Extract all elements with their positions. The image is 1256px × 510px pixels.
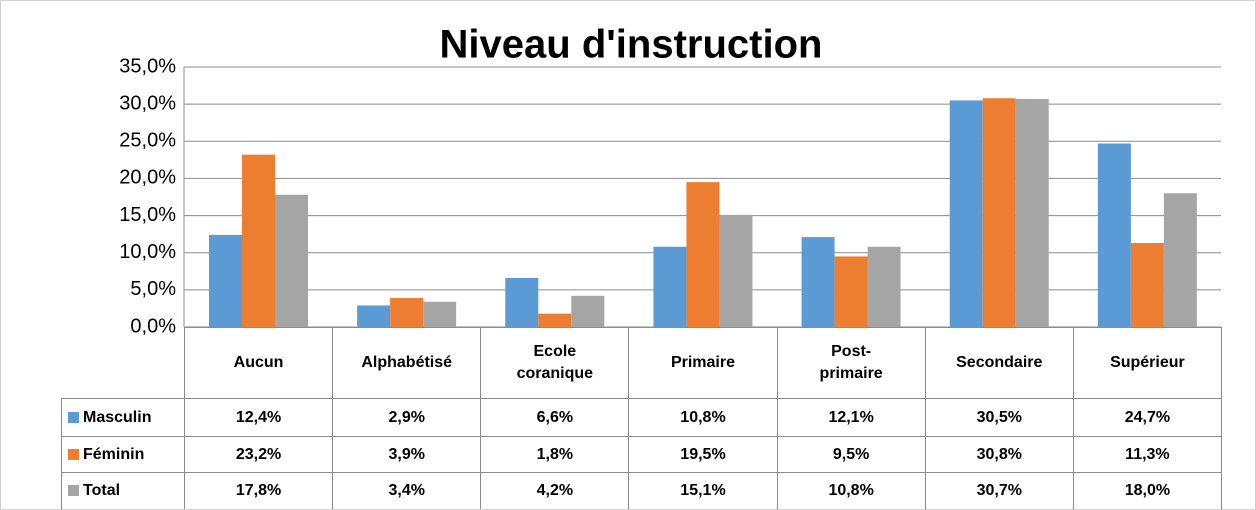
value-cell: 15,1% [628, 472, 778, 509]
legend-entry: Féminin [61, 436, 185, 473]
bar [949, 100, 983, 327]
x-tick-label: Post-primaire [819, 343, 883, 382]
legend-label: Masculin [83, 408, 152, 426]
bar [1130, 243, 1164, 327]
value-cell: 30,7% [924, 472, 1074, 509]
bar [834, 256, 868, 327]
table-header-row: Aucun Alphabétisé Ecole coranique Primaire P… [61, 327, 1222, 399]
x-tick-label: Ecole coranique [516, 343, 594, 382]
bar [505, 277, 539, 327]
legend-entry: Masculin [61, 398, 185, 437]
value-cell: 12,1% [776, 398, 926, 437]
bar [390, 298, 424, 327]
value-cell: 3,4% [332, 472, 482, 509]
bar [538, 313, 572, 327]
value-cell: 2,9% [332, 398, 482, 437]
table-corner [61, 327, 185, 399]
legend-entry: Total [61, 472, 185, 509]
value-cell: 1,8% [480, 436, 630, 473]
category-cell: Aucun [183, 327, 334, 399]
value-cell: 6,6% [480, 398, 630, 437]
value-cell: 17,8% [183, 472, 334, 509]
value-cell: 11,3% [1072, 436, 1222, 473]
legend-key [68, 411, 79, 423]
legend-key [68, 485, 79, 497]
bar [423, 301, 457, 327]
value-cell: 19,5% [628, 436, 778, 473]
bar [686, 182, 720, 327]
category-cell: Secondaire [924, 327, 1074, 399]
category-cell: Ecole coranique [480, 327, 630, 399]
bar [653, 246, 687, 327]
category-cell: Supérieur [1072, 327, 1222, 399]
value-cell: 24,7% [1072, 398, 1222, 437]
bar [867, 246, 901, 327]
table-row: Total 17,8% 3,4% 4,2% 15,1% 10,8% 30,7% 18,0% [61, 472, 1222, 509]
x-tick-label: Primaire [670, 354, 735, 371]
y-tick-label: 20,0% [119, 167, 176, 189]
y-tick-label: 5,0% [130, 278, 176, 300]
bar [275, 194, 308, 327]
table-row: Masculin 12,4% 2,9% 6,6% 10,8% 12,1% 30,5% 24,7… [61, 398, 1222, 437]
bar [209, 234, 242, 327]
x-tick-label: Supérieur [1110, 354, 1185, 371]
bar [801, 237, 835, 327]
y-tick-label: 35,0% [119, 55, 176, 77]
value-cell: 30,5% [924, 398, 1074, 437]
data-table: Aucun Alphabétisé Ecole coranique Primaire P… [61, 327, 1222, 509]
value-cell: 3,9% [332, 436, 482, 473]
legend-label: Total [83, 482, 121, 499]
legend-label: Féminin [83, 445, 145, 463]
x-tick-label: Alphabétisé [361, 354, 453, 371]
y-tick-label: 15,0% [119, 204, 176, 226]
x-tick-label: Aucun [233, 354, 284, 371]
category-cell: Post-primaire [776, 327, 926, 399]
y-tick-label: 10,0% [119, 241, 176, 263]
category-cell: Primaire [628, 327, 778, 399]
y-tick-label: 30,0% [119, 92, 176, 114]
bar [719, 214, 753, 327]
bar [1015, 98, 1049, 327]
bar [357, 305, 391, 327]
value-cell: 10,8% [776, 472, 926, 509]
y-tick-label: 25,0% [119, 130, 176, 152]
bar [242, 154, 275, 327]
bar [982, 98, 1016, 327]
value-cell: 18,0% [1072, 472, 1222, 509]
bar [571, 295, 605, 327]
value-cell: 23,2% [183, 436, 334, 473]
category-cell: Alphabétisé [332, 327, 482, 399]
legend-key [68, 448, 79, 460]
value-cell: 4,2% [480, 472, 630, 509]
chart-title: Niveau d'instruction [440, 23, 823, 67]
value-cell: 12,4% [183, 398, 334, 437]
bar [1097, 143, 1131, 327]
table-row: Féminin 23,2% 3,9% 1,8% 19,5% 9,5% 30,8% 11,3% [61, 436, 1222, 473]
bar [1163, 193, 1197, 327]
value-cell: 10,8% [628, 398, 778, 437]
value-cell: 9,5% [776, 436, 926, 473]
x-tick-label: Secondaire [956, 354, 1043, 371]
value-cell: 30,8% [924, 436, 1074, 473]
